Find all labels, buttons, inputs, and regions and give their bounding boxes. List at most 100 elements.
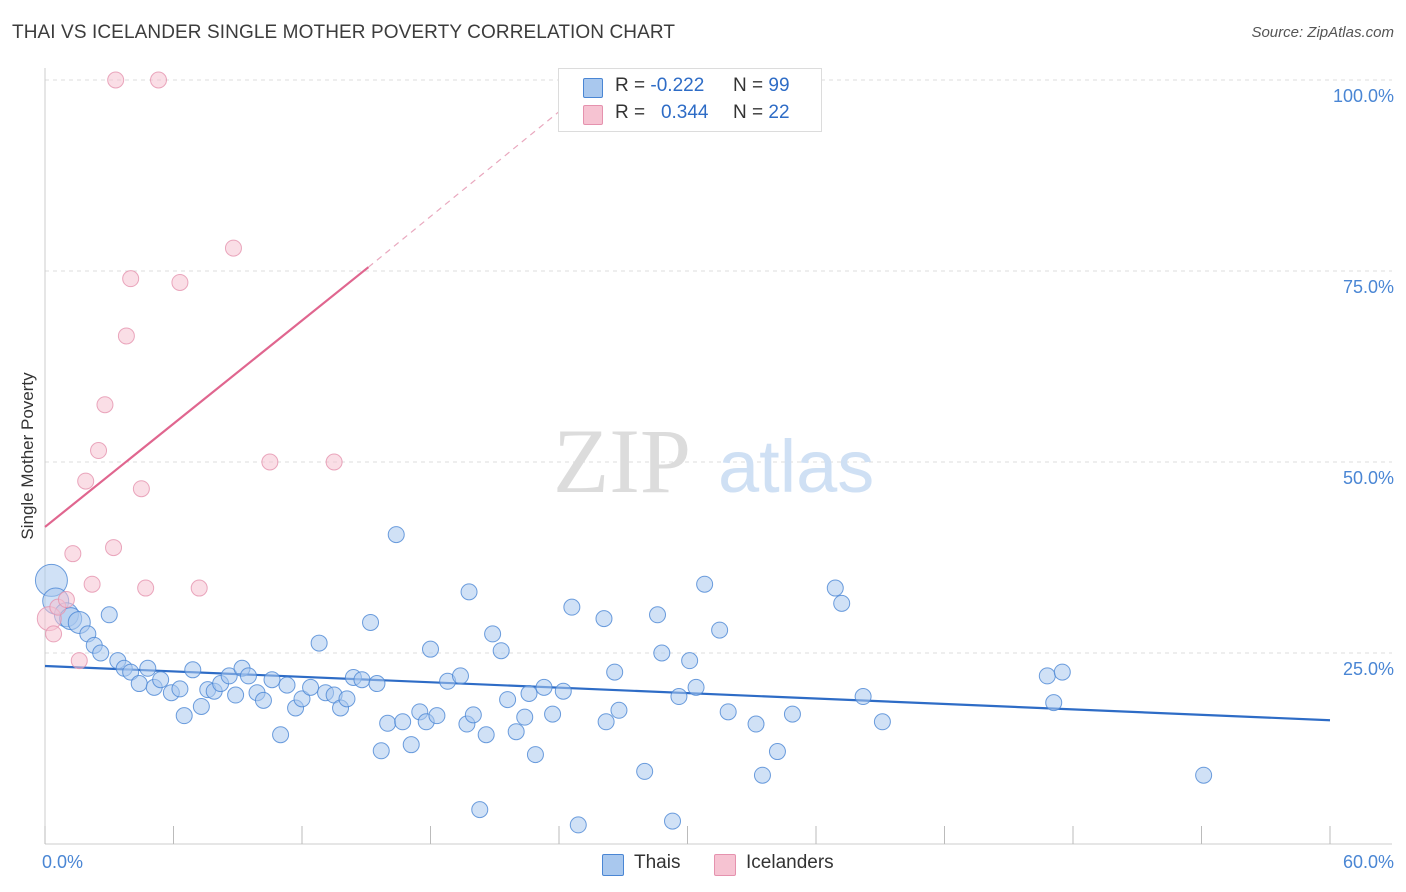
thais-swatch	[583, 78, 603, 98]
thais-point	[379, 714, 397, 732]
thais-point	[254, 691, 272, 709]
thais-point	[492, 642, 510, 660]
icelanders-trend-extension	[368, 102, 571, 268]
thais-point	[1045, 694, 1063, 712]
icelanders-trend-line	[44, 266, 370, 528]
stats-legend: R = -0.222 N = 99 R = 0.344 N = 22	[558, 68, 822, 132]
legend-n-label: N =	[733, 75, 764, 96]
watermark: ZIP atlas	[553, 410, 874, 512]
thais-point	[362, 613, 380, 631]
icelanders-point	[150, 71, 168, 89]
legend-r-value-icelanders: 0.344	[660, 102, 709, 123]
thais-point	[670, 688, 688, 706]
thais-point	[554, 682, 572, 700]
thais-point	[569, 816, 587, 834]
icelanders-point	[190, 579, 208, 597]
thais-point	[394, 713, 412, 731]
thais-point	[563, 598, 581, 616]
thais-point	[526, 746, 544, 764]
thais-point	[92, 644, 110, 662]
thais-point	[719, 703, 737, 721]
icelanders-point	[171, 273, 189, 291]
thais-point	[471, 801, 489, 819]
thais-point	[122, 663, 140, 681]
icelanders-point	[77, 472, 95, 490]
icelanders-point	[261, 453, 279, 471]
thais-point	[516, 708, 534, 726]
icelanders-point	[90, 442, 108, 460]
thais-point	[606, 663, 624, 681]
thais-point	[338, 690, 356, 708]
legend-n-value-thais: 99	[768, 75, 790, 96]
thais-point	[184, 661, 202, 679]
icelanders-point	[122, 270, 140, 288]
icelanders-point	[57, 591, 75, 609]
thais-point	[302, 678, 320, 696]
watermark-atlas: atlas	[718, 425, 874, 508]
source-note: Source: ZipAtlas.com	[1251, 24, 1394, 41]
thais-trend-line	[44, 664, 1331, 722]
thais-point	[387, 526, 405, 544]
x-tick-label-min: 0.0%	[42, 852, 84, 872]
thais-point	[653, 644, 671, 662]
thais-point	[681, 652, 699, 670]
thais-point	[171, 680, 189, 698]
thais-point	[460, 583, 478, 601]
thais-legend-swatch	[602, 854, 624, 876]
icelanders-swatch	[583, 105, 603, 125]
thais-point	[636, 762, 654, 780]
y-tick-label-75: 75.0%	[1342, 277, 1394, 297]
legend-r-label: R =	[615, 75, 646, 96]
thais-point	[220, 667, 238, 685]
thais-point	[783, 705, 801, 723]
thais-point	[1038, 667, 1056, 685]
legend-n-value-icelanders: 22	[768, 102, 790, 123]
icelanders-point	[45, 625, 63, 643]
thais-point	[100, 606, 118, 624]
thais-point	[372, 742, 390, 760]
icelanders-point	[137, 579, 155, 597]
thais-point	[610, 701, 628, 719]
thais-point	[227, 686, 245, 704]
thais-point	[687, 678, 705, 696]
x-tick-label-max: 60.0%	[1342, 852, 1394, 872]
icelanders-point	[70, 652, 88, 670]
thais-point	[139, 659, 157, 677]
icelanders-point	[64, 545, 82, 563]
legend-n-label: N =	[733, 102, 764, 123]
y-tick-label-50: 50.0%	[1342, 468, 1394, 488]
thais-point	[1195, 766, 1213, 784]
thais-point	[310, 634, 328, 652]
thais-point	[520, 684, 538, 702]
thais-point	[130, 675, 148, 693]
thais-point	[595, 610, 613, 628]
icelanders-point	[83, 575, 101, 593]
thais-point	[873, 713, 891, 731]
thais-point	[422, 640, 439, 658]
thais-point	[272, 726, 290, 744]
icelanders-point	[132, 480, 150, 498]
thais-point	[484, 625, 502, 643]
thais-point	[464, 706, 482, 724]
thais-point	[597, 713, 615, 731]
thais-point	[368, 675, 386, 693]
y-tick-label-100: 100.0%	[1332, 86, 1394, 106]
thais-point	[696, 575, 714, 593]
thais-point	[664, 812, 682, 830]
thais-point	[152, 671, 170, 689]
trend-lines	[44, 102, 1331, 722]
icelanders-point	[325, 453, 343, 471]
thais-point	[1053, 663, 1071, 681]
thais-point	[428, 707, 446, 725]
thais-point	[747, 715, 765, 733]
thais-point	[353, 671, 371, 689]
y-tick-label-25: 25.0%	[1342, 659, 1394, 679]
icelanders-point	[107, 71, 125, 89]
thais-point	[854, 688, 872, 706]
icelanders-point	[105, 539, 123, 557]
thais-point	[293, 690, 311, 708]
icelanders-legend-label: Icelanders	[746, 852, 834, 873]
thais-point	[192, 697, 210, 715]
thais-point	[263, 671, 281, 689]
